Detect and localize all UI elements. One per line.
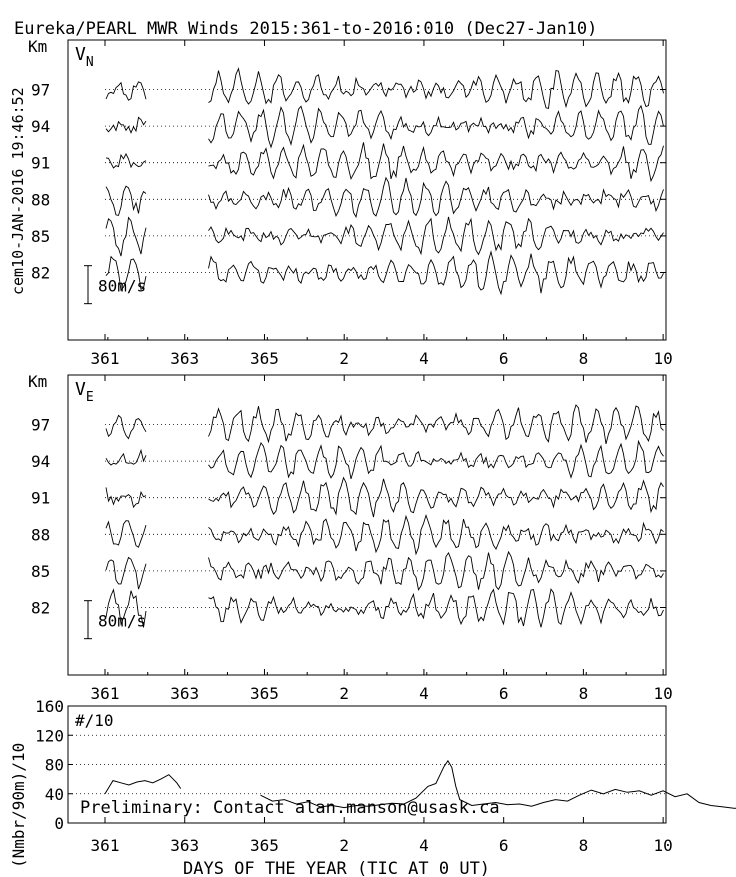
day-tick-label: 10 bbox=[654, 836, 673, 855]
panel-frame bbox=[67, 39, 667, 341]
day-tick-label: 4 bbox=[419, 684, 429, 703]
wind-trace bbox=[105, 439, 664, 480]
height-tick-label: 82 bbox=[31, 599, 50, 618]
day-tick-label: 363 bbox=[170, 836, 199, 855]
day-tick-label: 6 bbox=[499, 684, 509, 703]
wind-trace bbox=[105, 513, 664, 556]
wind-trace bbox=[105, 67, 664, 109]
count-tick-label: 40 bbox=[45, 785, 64, 804]
count-tick-label: 0 bbox=[54, 814, 64, 833]
wind-trace bbox=[105, 250, 664, 296]
north-wind-panel: Km VN 82 85 88 91 94 97 361 363 365 2 4 6 8 10 80m/s bbox=[28, 37, 673, 368]
count-series-line bbox=[104, 774, 182, 795]
day-tick-label: 361 bbox=[91, 836, 120, 855]
day-tick-label: 10 bbox=[654, 349, 673, 368]
height-tick-label: 97 bbox=[31, 81, 50, 100]
day-tick-label: 365 bbox=[250, 349, 279, 368]
height-unit-label: Km bbox=[28, 372, 47, 391]
panel-frame bbox=[67, 374, 667, 676]
day-tick-label: 4 bbox=[419, 836, 429, 855]
height-tick-label: 91 bbox=[31, 154, 50, 173]
day-tick-label: 6 bbox=[499, 349, 509, 368]
component-subscript: E bbox=[86, 390, 94, 405]
wind-trace bbox=[105, 216, 664, 257]
day-tick-label: 2 bbox=[339, 836, 349, 855]
day-tick-label: 361 bbox=[91, 349, 120, 368]
day-tick-label: 10 bbox=[654, 684, 673, 703]
day-tick-label: 2 bbox=[339, 684, 349, 703]
count-series-line bbox=[260, 759, 736, 809]
meteor-count-panel: 0 40 80 120 160 #/10 361 363 365 2 4 6 8 10 bbox=[35, 697, 736, 855]
x-axis-title: DAYS OF THE YEAR (TIC AT 0 UT) bbox=[183, 859, 490, 877]
component-label: VN bbox=[75, 44, 94, 70]
day-tick-label: 2 bbox=[339, 349, 349, 368]
day-tick-label: 8 bbox=[579, 684, 589, 703]
component-subscript: N bbox=[86, 55, 94, 70]
height-tick-label: 85 bbox=[31, 562, 50, 581]
wind-trace bbox=[105, 176, 664, 219]
height-tick-label: 94 bbox=[31, 452, 50, 471]
scale-bar-label: 80m/s bbox=[98, 277, 146, 296]
height-tick-label: 82 bbox=[31, 264, 50, 283]
height-tick-label: 94 bbox=[31, 117, 50, 136]
count-tick-label: 80 bbox=[45, 756, 64, 775]
count-y-axis-title: (Nmbr/90m)/10 bbox=[9, 743, 28, 868]
day-tick-label: 8 bbox=[579, 349, 589, 368]
wind-trace bbox=[105, 104, 664, 149]
day-tick-label: 363 bbox=[170, 684, 199, 703]
chart-title: Eureka/PEARL MWR Winds 2015:361-to-2016:… bbox=[14, 19, 597, 39]
day-tick-label: 6 bbox=[499, 836, 509, 855]
day-tick-label: 8 bbox=[579, 836, 589, 855]
height-tick-label: 88 bbox=[31, 525, 50, 544]
day-tick-label: 4 bbox=[419, 349, 429, 368]
east-wind-panel: Km VE 82 85 88 91 94 97 361 363 365 2 4 6 8 10 80m/s bbox=[28, 372, 673, 703]
day-tick-label: 363 bbox=[170, 349, 199, 368]
wind-trace bbox=[105, 588, 664, 628]
footer-note: Preliminary: Contact alan.manson@usask.c… bbox=[80, 798, 500, 818]
scale-bar-label: 80m/s bbox=[98, 612, 146, 631]
component-label: VE bbox=[75, 379, 94, 405]
count-annotation: #/10 bbox=[75, 711, 114, 730]
count-tick-label: 120 bbox=[35, 726, 64, 745]
count-tick-label: 160 bbox=[35, 697, 64, 716]
day-tick-label: 361 bbox=[91, 684, 120, 703]
run-stamp: cem10-JAN-2016 19:46:52 bbox=[9, 87, 27, 295]
wind-trace bbox=[105, 476, 664, 518]
height-tick-label: 88 bbox=[31, 190, 50, 209]
height-tick-label: 85 bbox=[31, 227, 50, 246]
height-tick-label: 91 bbox=[31, 489, 50, 508]
wind-trace bbox=[105, 550, 664, 591]
day-tick-label: 365 bbox=[250, 684, 279, 703]
wind-trace bbox=[105, 404, 664, 445]
height-unit-label: Km bbox=[28, 37, 47, 56]
wind-trace bbox=[105, 142, 664, 183]
day-tick-label: 365 bbox=[250, 836, 279, 855]
height-tick-label: 97 bbox=[31, 416, 50, 435]
